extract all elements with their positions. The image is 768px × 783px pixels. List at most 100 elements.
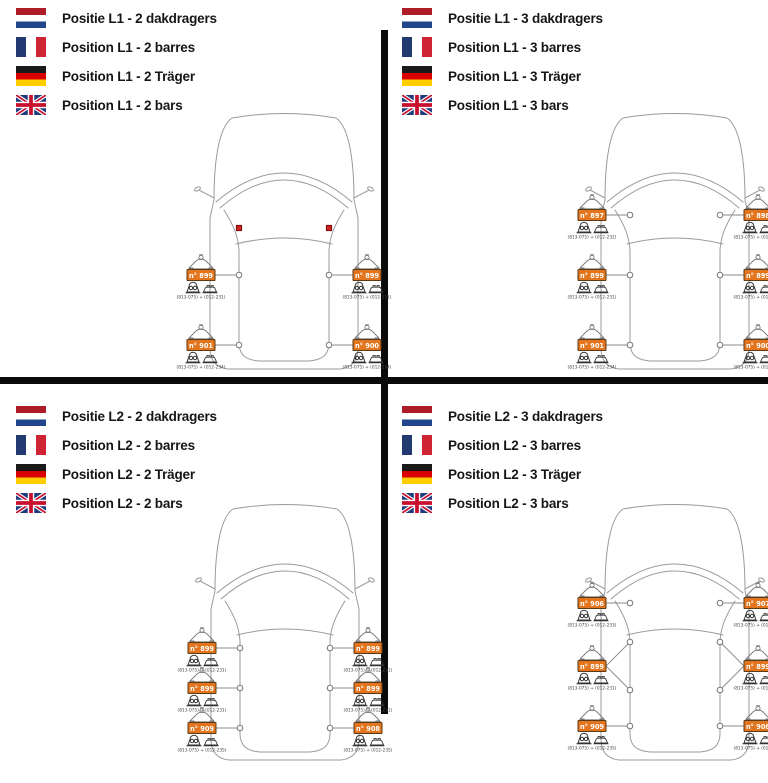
bar-feet — [745, 719, 768, 720]
clamp-foot-icon — [187, 735, 202, 746]
flag-uk-svg — [16, 95, 46, 115]
foot-screw — [190, 739, 193, 742]
flat-bar-outline — [761, 678, 768, 683]
windshield-arc-inner — [221, 571, 349, 599]
position-number-text: n° 900 — [746, 342, 768, 350]
rear-roof-edge — [240, 733, 330, 752]
attachment-point — [326, 272, 332, 278]
position-title-nl: Positie L2 - 3 dakdragers — [448, 409, 603, 424]
flag-nl-icon — [16, 8, 46, 28]
flat-bar-outline — [371, 660, 384, 665]
position-number-text: n° 908 — [746, 723, 768, 731]
foot-screw — [584, 286, 587, 289]
position-number-text: n° 906 — [580, 600, 604, 608]
foot-screw — [360, 699, 363, 702]
attachment-point — [627, 342, 633, 348]
mount-icons — [187, 735, 219, 746]
position-number-text: n° 899 — [356, 645, 380, 653]
foot-screw — [584, 356, 587, 359]
bar-feet — [579, 338, 605, 339]
position-label-unit: n° 909(813-075) + (012-235) — [568, 706, 617, 752]
bar-tent-shape — [355, 259, 379, 268]
foot-screw — [580, 614, 583, 617]
foot-screw — [580, 286, 583, 289]
position-label-unit: n° 906(813-075) + (012-233) — [568, 583, 617, 629]
flag-nl-icon — [402, 406, 432, 426]
foot-screw — [359, 356, 362, 359]
foot-screw — [750, 677, 753, 680]
position-label-unit: n° 899(813-075) + (012-231) — [734, 646, 768, 692]
position-number-text: n° 899 — [355, 272, 379, 280]
roof-bar-profile-icon — [579, 195, 605, 209]
part-number-text: (813-075) + (012-234) — [568, 365, 617, 371]
part-number-text: (813-075) + (012-231) — [734, 686, 768, 692]
position-number-text: n° 899 — [190, 685, 214, 693]
front-marker — [326, 225, 331, 230]
position-label-unit: n° 899(813-075) + (012-231) — [177, 255, 226, 301]
bar-feet — [579, 208, 605, 209]
attachment-point — [327, 725, 333, 731]
flat-bar-icon — [203, 356, 218, 363]
flat-bar-outline — [371, 740, 384, 745]
van-diagram-l2-2bars: n° 899(813-075) + (012-231)n° 899(813-07… — [155, 495, 415, 783]
clamp-foot-icon — [743, 673, 758, 684]
flag-fr-icon — [402, 37, 432, 57]
roof-bar-profile-icon — [745, 255, 768, 269]
mount-icons — [743, 733, 768, 744]
flag-fr-icon — [402, 435, 432, 455]
bar-feet — [355, 721, 381, 722]
windshield-arc-outer — [607, 173, 743, 202]
part-number-text: (813-075) + (012-233) — [734, 623, 768, 629]
windshield-arc-outer — [607, 564, 743, 593]
flag-uk-svg — [16, 493, 46, 513]
title-row: Position L1 - 3 Träger — [402, 66, 603, 86]
position-title-de: Position L1 - 3 Träger — [448, 69, 581, 84]
position-label-unit: n° 899(813-075) + (012-231) — [734, 255, 768, 301]
position-label-unit: n° 901(813-075) + (012-234) — [177, 325, 226, 371]
van-body-outline — [601, 114, 749, 370]
position-label-unit: n° 899(813-075) + (012-231) — [178, 668, 227, 714]
title-row: Position L1 - 3 barres — [402, 37, 603, 57]
clamp-foot-icon — [577, 733, 592, 744]
position-number-text: n° 901 — [580, 342, 604, 350]
clamp-foot-icon — [186, 352, 201, 363]
flag-nl-icon — [402, 8, 432, 28]
cowl-line — [627, 629, 723, 635]
mount-icons — [187, 695, 219, 706]
foot-screw — [580, 737, 583, 740]
connector-lines — [606, 642, 744, 690]
title-row: Position L2 - 2 Träger — [16, 464, 217, 484]
van-body-group — [194, 114, 374, 370]
van-body-outline — [211, 505, 359, 761]
mirror-arm-right — [745, 190, 760, 198]
bar-feet — [745, 208, 768, 209]
bar-tent-shape — [580, 259, 604, 268]
flat-bar-outline — [761, 227, 768, 232]
rear-roof-edge — [630, 733, 720, 752]
foot-screw — [750, 737, 753, 740]
mount-icons — [186, 352, 218, 363]
mirror-arm-right — [354, 190, 369, 198]
attachment-point — [236, 272, 242, 278]
clamp-foot-icon — [187, 655, 202, 666]
position-title-fr: Position L2 - 2 barres — [62, 438, 195, 453]
flag-nl-svg — [402, 8, 432, 28]
flat-bar-icon — [760, 737, 768, 744]
position-label-unit: n° 899(813-075) + (012-231) — [178, 628, 227, 674]
foot-screw — [360, 659, 363, 662]
flag-fr-icon — [16, 435, 46, 455]
mount-icons — [743, 282, 768, 293]
flag-nl-svg — [16, 8, 46, 28]
windshield-arc-inner — [611, 180, 739, 208]
title-row: Position L2 - 3 barres — [402, 435, 603, 455]
foot-screw — [193, 286, 196, 289]
flag-nl-icon — [16, 406, 46, 426]
bar-feet — [745, 338, 768, 339]
foot-screw — [750, 226, 753, 229]
attachment-point — [717, 639, 723, 645]
part-number-text: (813-075) + (012-235) — [734, 746, 768, 752]
connector-fan-right — [720, 642, 744, 666]
van-diagram-l1-2bars: n° 899(813-075) + (012-231) n° 899 (813-07… — [154, 104, 414, 392]
roof-rail-left — [615, 601, 630, 733]
part-number-text: (813-075) + (012-234) — [177, 365, 226, 371]
